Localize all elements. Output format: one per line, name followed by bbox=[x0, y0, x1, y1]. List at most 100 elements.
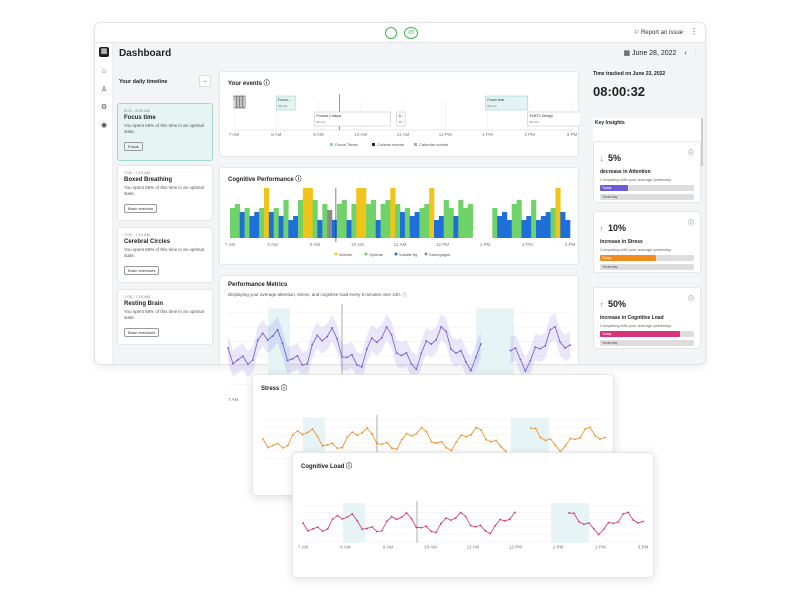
events-tick: 8 AM bbox=[271, 132, 282, 137]
cognitive-bar bbox=[317, 220, 323, 238]
home-icon[interactable]: ⌂ bbox=[101, 68, 107, 75]
series-point bbox=[331, 518, 334, 520]
series-point bbox=[627, 511, 630, 514]
event-block[interactable] bbox=[485, 95, 528, 111]
device-icon[interactable] bbox=[385, 27, 397, 39]
user-icon[interactable]: ◉ bbox=[100, 122, 108, 129]
cognitive-bar bbox=[414, 212, 420, 238]
event-marker bbox=[233, 95, 237, 109]
date-picker[interactable]: ▦ June 28, 2022 ‹ › bbox=[623, 49, 697, 57]
legend-label: Disengaged bbox=[429, 252, 450, 257]
info-icon[interactable]: ⓘ bbox=[346, 464, 353, 470]
event-sub: 90 min bbox=[530, 120, 539, 124]
series-point bbox=[460, 349, 462, 352]
timeline-item-button[interactable]: Brain exercises bbox=[124, 328, 160, 337]
series-point bbox=[400, 354, 403, 357]
series-point bbox=[272, 444, 274, 447]
event-block[interactable] bbox=[527, 111, 580, 127]
series-point bbox=[490, 440, 492, 443]
series-point bbox=[371, 525, 373, 528]
timeline-item[interactable]: 8:00 - 8:30 AM Focus time You spent 58% … bbox=[117, 103, 213, 161]
series-point bbox=[301, 364, 304, 366]
gear-icon[interactable]: ⚙ bbox=[100, 104, 108, 111]
timeline-item-desc: You spent 58% of this time in an optimal… bbox=[124, 185, 204, 196]
series-point bbox=[544, 439, 547, 442]
series-point bbox=[495, 439, 497, 442]
series-point bbox=[311, 428, 314, 430]
series-point bbox=[485, 438, 487, 441]
timeline-item-button[interactable]: Brain exercise bbox=[124, 204, 158, 213]
series-point bbox=[380, 337, 383, 339]
series-point bbox=[420, 426, 423, 429]
report-issue-link[interactable]: ⚐ Report an issue bbox=[634, 29, 683, 36]
info-icon[interactable]: ⓘ bbox=[263, 81, 270, 87]
series-point bbox=[455, 441, 458, 443]
cognitive-bar bbox=[502, 212, 508, 238]
attention-tick-7am: 7 AM bbox=[228, 397, 239, 402]
events-title: Your events ⓘ bbox=[228, 81, 270, 87]
series-point bbox=[430, 343, 433, 345]
timeline-item[interactable]: 7:05 - 7:10 AM Boxed Breathing You spent… bbox=[117, 165, 213, 221]
focus-band bbox=[268, 308, 290, 388]
series-point bbox=[539, 436, 542, 439]
next-day-button[interactable]: › bbox=[694, 50, 697, 57]
series-point bbox=[251, 359, 254, 361]
cognitive-bar bbox=[468, 204, 474, 238]
info-icon[interactable]: ⓘ bbox=[687, 221, 694, 227]
event-block[interactable] bbox=[396, 111, 406, 127]
cognitive-bar bbox=[361, 188, 367, 238]
info-icon[interactable]: ⓘ bbox=[687, 297, 694, 303]
cognitive-bar bbox=[472, 230, 479, 238]
report-issue-label: Report an issue bbox=[640, 30, 683, 36]
session-badge[interactable]: 03 bbox=[404, 27, 418, 39]
timeline-item[interactable]: 7:05 - 7:10 AM Resting Brain You spent 5… bbox=[117, 289, 213, 345]
info-icon[interactable]: ⓘ bbox=[687, 151, 694, 157]
person-icon[interactable]: ♙ bbox=[100, 86, 108, 93]
series-point bbox=[237, 358, 239, 361]
legend-label: Calendar events bbox=[419, 142, 448, 147]
info-icon[interactable]: ⓘ bbox=[281, 386, 288, 392]
page-title: Dashboard bbox=[119, 48, 172, 59]
timeline-item-button[interactable]: Brain exercises bbox=[124, 266, 160, 275]
series-point bbox=[415, 432, 418, 435]
timeline-add-button[interactable]: → bbox=[199, 75, 211, 87]
cognitive-bar bbox=[526, 216, 532, 238]
prev-day-button[interactable]: ‹ bbox=[684, 50, 687, 57]
series-point bbox=[564, 445, 567, 447]
series-point bbox=[524, 370, 527, 372]
insight-label: increase in Cognitive Load bbox=[600, 315, 664, 321]
cognitive-bar bbox=[254, 212, 260, 238]
cognitive-bar bbox=[409, 216, 415, 238]
series-point bbox=[450, 348, 452, 351]
cognitive-bar bbox=[327, 210, 333, 238]
cognitive-bar bbox=[273, 208, 279, 238]
cognitive-bar bbox=[385, 200, 391, 238]
series-point bbox=[341, 518, 344, 520]
series-point bbox=[534, 427, 537, 430]
info-icon[interactable]: ⓘ bbox=[402, 292, 407, 297]
cognitive-load-title: Cognitive Load ⓘ bbox=[301, 464, 353, 470]
series-point bbox=[479, 524, 482, 527]
events-tick: 2 PM bbox=[524, 132, 535, 137]
insight-card: ↑ 50% ⓘ increase in Cognitive Load Compar… bbox=[593, 287, 701, 349]
series-point bbox=[390, 333, 393, 336]
series-point bbox=[346, 516, 349, 518]
series-point bbox=[549, 438, 552, 440]
timeline-item-desc: You spent 58% of this time in an optimal… bbox=[124, 309, 204, 320]
timeline-item-button[interactable]: Focus bbox=[124, 142, 143, 151]
timeline-item-time: 7:05 - 7:10 AM bbox=[124, 232, 151, 237]
series-point bbox=[554, 325, 557, 328]
info-icon[interactable]: ⓘ bbox=[295, 177, 302, 183]
series-point bbox=[405, 432, 408, 435]
event-block[interactable] bbox=[314, 111, 391, 127]
series-point bbox=[266, 339, 269, 341]
timeline-item[interactable]: 7:05 - 7:10 AM Cerebral Circles You spen… bbox=[117, 227, 213, 283]
dashboard-icon[interactable]: ▦ bbox=[99, 47, 109, 57]
series-point bbox=[587, 522, 590, 524]
event-block[interactable] bbox=[276, 95, 296, 111]
series-point bbox=[346, 436, 349, 439]
more-options-icon[interactable]: ⋮ bbox=[690, 27, 698, 36]
series-point bbox=[351, 431, 354, 433]
series-point bbox=[504, 450, 507, 453]
today-bar-fill bbox=[600, 255, 657, 261]
